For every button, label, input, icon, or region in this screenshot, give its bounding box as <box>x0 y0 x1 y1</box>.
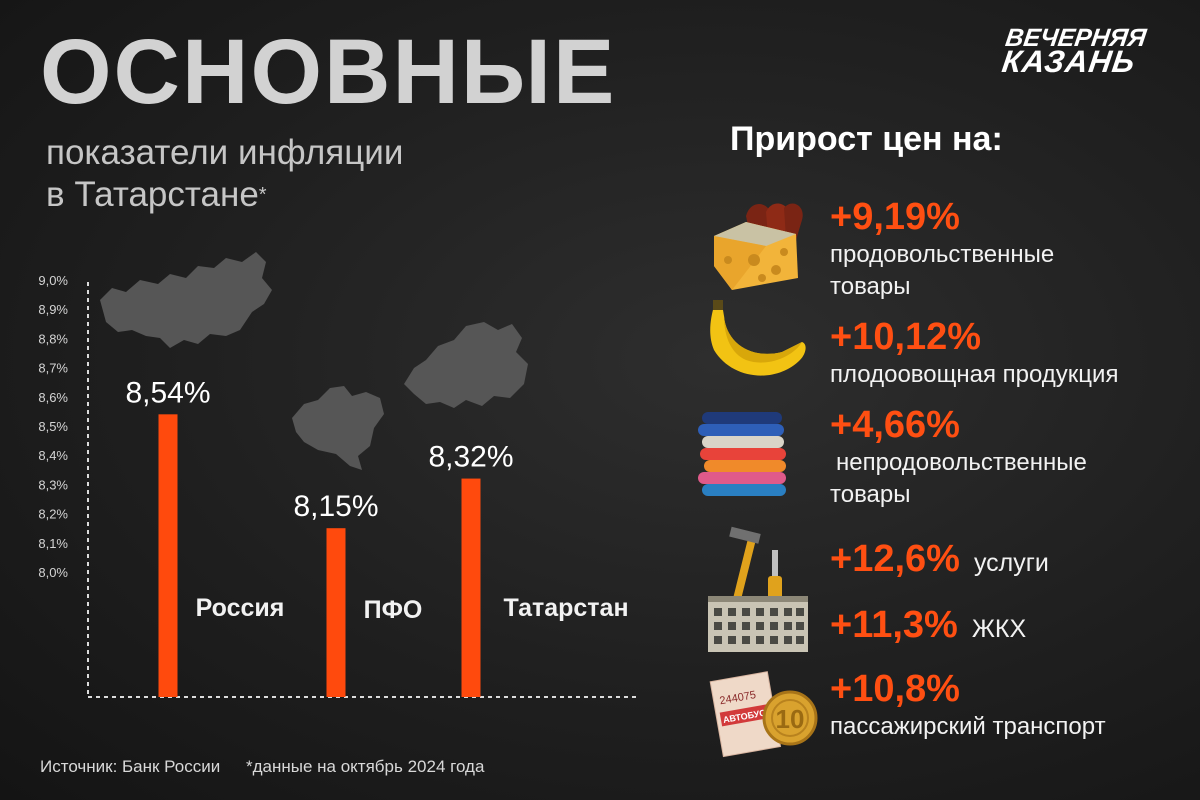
price-item-fruit-veg-desc: плодоовощная продукция <box>830 361 1119 388</box>
tatarstan-map-icon <box>404 322 528 408</box>
tools-building-icon <box>708 526 808 652</box>
y-tick-label: 8,8% <box>38 331 68 346</box>
price-item-housing-desc: ЖКХ <box>971 615 1027 643</box>
y-tick-label: 8,9% <box>38 302 68 317</box>
price-item-food-pct: +9,19% <box>830 196 960 238</box>
bus-ticket-coin-icon: 244075 АВТОБУС 10 <box>709 671 818 758</box>
price-item-food-desc-1: продовольственные <box>830 241 1055 268</box>
price-item-nonfood-desc-2: товары <box>830 481 911 508</box>
price-item-food: +9,19% продовольственные товары <box>830 196 1054 303</box>
price-item-fruit-veg-pct: +10,12% <box>830 316 982 358</box>
category-label: Россия <box>196 594 285 622</box>
subtitle-line-2: в Татарстане* <box>46 174 403 216</box>
y-tick-label: 9,0% <box>38 273 68 288</box>
y-tick-label: 8,5% <box>38 419 68 434</box>
y-tick-label: 8,7% <box>38 361 68 376</box>
clothes-stack-icon <box>698 412 786 496</box>
price-item-housing: +11,3% ЖКХ <box>830 604 1026 647</box>
subtitle-line-1: показатели инфляции <box>46 133 404 172</box>
bar-value-label: 8,54% <box>125 376 210 409</box>
price-item-housing-pct: +11,3% <box>830 604 958 646</box>
coin-value: 10 <box>776 704 805 734</box>
y-tick-label: 8,2% <box>38 507 68 522</box>
price-item-nonfood-desc-1: непродовольственные <box>836 449 1087 476</box>
price-item-transport-pct: +10,8% <box>830 668 960 710</box>
y-tick-label: 8,3% <box>38 477 68 492</box>
price-growth-heading: Прирост цен на: <box>730 120 1003 158</box>
cheese-sausage-icon <box>714 203 803 290</box>
price-item-services: +12,6% услуги <box>830 538 1049 581</box>
y-tick-label: 8,6% <box>38 390 68 405</box>
y-tick-label: 8,1% <box>38 536 68 551</box>
subtitle-line-2-text: в Татарстане <box>46 175 259 214</box>
logo: ВЕЧЕРНЯЯ КАЗАНЬ <box>999 24 1168 79</box>
bar-3 <box>461 478 481 697</box>
bar-2 <box>326 528 346 697</box>
price-item-services-pct: +12,6% <box>830 538 960 580</box>
inflation-bar-chart: 8,0% 8,1% 8,2% 8,3% 8,4% 8,5% 8,6% 8,7% 8,8% 8,9%… <box>38 252 640 698</box>
page-subtitle: показатели инфляции в Татарстане* <box>46 132 403 216</box>
bar-value-label: 8,15% <box>293 490 378 523</box>
subtitle-asterisk: * <box>258 184 267 206</box>
volga-district-map-icon <box>292 386 384 470</box>
chart-bars: 8,54% Россия 8,15% ПФО 8,32% Татарстан <box>125 376 629 697</box>
region-maps <box>100 252 528 470</box>
y-tick-labels: 8,0% 8,1% 8,2% 8,3% 8,4% 8,5% 8,6% 8,7% 8,8% 8,9%… <box>38 273 68 580</box>
footer-note: *данные на октябрь 2024 года <box>246 757 485 776</box>
y-tick-label: 8,0% <box>38 565 68 580</box>
chart-axes <box>87 282 640 698</box>
apartment-building-icon <box>708 596 808 652</box>
category-label: ПФО <box>364 596 423 624</box>
price-item-services-desc: услуги <box>973 549 1049 577</box>
price-item-nonfood-pct: +4,66% <box>830 404 960 446</box>
price-item-food-desc-2: товары <box>830 273 911 300</box>
bar-1 <box>158 414 178 697</box>
y-tick-label: 8,4% <box>38 448 68 463</box>
category-label: Татарстан <box>503 594 628 622</box>
bar-value-label: 8,32% <box>428 441 513 474</box>
price-item-transport: +10,8% пассажирский транспорт <box>830 668 1106 743</box>
logo-line-2: КАЗАНЬ <box>999 44 1138 79</box>
banana-icon <box>710 300 806 376</box>
russia-map-icon <box>100 252 272 348</box>
page-title: ОСНОВНЫЕ <box>40 21 617 123</box>
tools-icon <box>729 526 782 606</box>
price-item-nonfood: +4,66% непродовольственные товары <box>830 404 1087 511</box>
price-item-transport-desc: пассажирский транспорт <box>830 713 1106 740</box>
price-item-fruit-veg: +10,12% плодоовощная продукция <box>830 316 1118 391</box>
footer-source: Источник: Банк России <box>40 757 221 776</box>
